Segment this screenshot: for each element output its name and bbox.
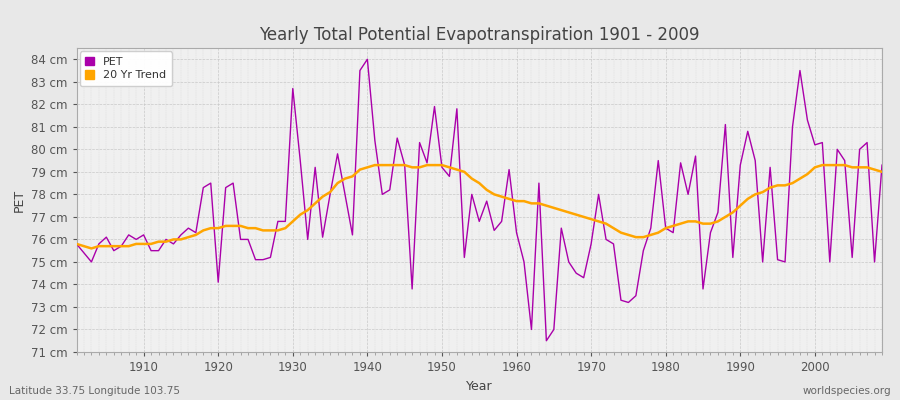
20 Yr Trend — [369, 163, 380, 168]
PET — [362, 57, 373, 62]
20 Yr Trend — [302, 208, 313, 212]
PET — [616, 298, 626, 303]
Title: Yearly Total Potential Evapotranspiration 1901 - 2009: Yearly Total Potential Evapotranspiratio… — [259, 26, 699, 44]
20 Yr Trend — [526, 201, 537, 206]
X-axis label: Year: Year — [466, 380, 492, 392]
20 Yr Trend — [877, 170, 887, 174]
Text: worldspecies.org: worldspecies.org — [803, 386, 891, 396]
Text: Latitude 33.75 Longitude 103.75: Latitude 33.75 Longitude 103.75 — [9, 386, 180, 396]
Legend: PET, 20 Yr Trend: PET, 20 Yr Trend — [80, 51, 172, 86]
PET — [511, 230, 522, 235]
PET — [295, 158, 306, 163]
20 Yr Trend — [518, 199, 529, 204]
PET — [541, 338, 552, 343]
20 Yr Trend — [347, 174, 358, 179]
20 Yr Trend — [71, 242, 82, 246]
PET — [71, 242, 82, 246]
PET — [518, 260, 529, 264]
PET — [877, 163, 887, 168]
PET — [130, 237, 141, 242]
20 Yr Trend — [139, 242, 149, 246]
Y-axis label: PET: PET — [13, 188, 25, 212]
20 Yr Trend — [86, 246, 97, 251]
Line: 20 Yr Trend: 20 Yr Trend — [76, 165, 882, 248]
PET — [339, 192, 350, 197]
Line: PET: PET — [76, 59, 882, 341]
20 Yr Trend — [616, 230, 626, 235]
